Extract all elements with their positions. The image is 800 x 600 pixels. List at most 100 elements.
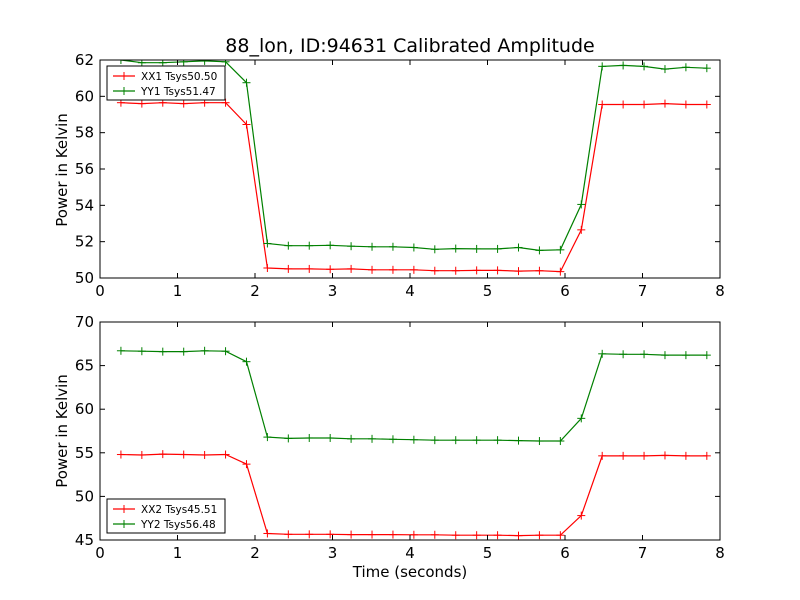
data-point-marker [284, 241, 293, 250]
data-point-marker [430, 245, 439, 254]
legend-item: XX1 Tsys50.50 [113, 71, 217, 83]
data-point-marker [305, 241, 314, 250]
data-point-marker [451, 244, 460, 253]
data-point-marker [305, 433, 314, 442]
data-point-marker [158, 347, 167, 356]
data-point-marker [179, 99, 188, 108]
legend-item: YY1 Tsys51.47 [113, 86, 216, 98]
data-point-marker [493, 266, 502, 275]
data-point-marker [619, 61, 628, 70]
x-tick-label: 8 [715, 282, 725, 300]
data-point-marker [242, 120, 251, 129]
x-tick-label: 7 [638, 544, 648, 562]
data-point-marker [619, 350, 628, 359]
data-point-marker [472, 436, 481, 445]
legend-item: YY2 Tsys56.48 [113, 519, 216, 531]
data-point-marker [493, 436, 502, 445]
data-point-marker [472, 531, 481, 540]
data-point-marker [179, 60, 188, 66]
data-point-marker [430, 266, 439, 275]
y-tick-label: 55 [75, 444, 94, 462]
data-point-marker [305, 530, 314, 539]
data-point-marker [347, 530, 356, 539]
data-point-marker [660, 351, 669, 360]
data-point-marker [263, 264, 272, 273]
data-point-marker [451, 531, 460, 540]
y-tick-label: 60 [75, 87, 94, 105]
y-tick-label: 52 [75, 233, 94, 251]
y-tick-label: 60 [75, 400, 94, 418]
y-axis-label-top: Power in Kelvin [53, 113, 71, 227]
data-point-marker [514, 243, 523, 252]
data-point-marker [514, 267, 523, 276]
data-point-marker [137, 347, 146, 356]
data-point-marker [326, 433, 335, 442]
data-point-marker [326, 265, 335, 274]
x-tick-label: 7 [638, 282, 648, 300]
data-point-marker [242, 460, 251, 469]
legend: XX1 Tsys50.50 YY1 Tsys51.47 [106, 65, 226, 101]
data-point-marker [242, 357, 251, 366]
data-point-marker [640, 451, 649, 460]
data-point-marker [221, 98, 230, 107]
y-tick-label: 70 [75, 313, 94, 331]
y-tick-label: 56 [75, 160, 94, 178]
data-point-marker [598, 100, 607, 109]
data-point-marker [388, 242, 397, 251]
data-point-marker [347, 242, 356, 251]
data-point-marker [116, 346, 125, 355]
data-point-marker [388, 530, 397, 539]
x-tick-label: 6 [560, 544, 570, 562]
data-point-marker [535, 437, 544, 446]
x-tick-label: 1 [173, 282, 183, 300]
x-tick-label: 0 [95, 544, 105, 562]
data-point-marker [200, 346, 209, 355]
legend-label: YY2 Tsys56.48 [140, 519, 216, 531]
chart-title: 88_lon, ID:94631 Calibrated Amplitude [225, 35, 594, 57]
data-point-marker [200, 60, 209, 65]
data-point-marker [368, 530, 377, 539]
data-point-marker [409, 530, 418, 539]
legend: XX2 Tsys45.51 YY2 Tsys56.48 [106, 498, 226, 534]
data-point-marker [535, 531, 544, 540]
legend-box [106, 498, 226, 534]
x-tick-label: 5 [483, 282, 493, 300]
x-axis-label: Time (seconds) [352, 563, 468, 581]
data-point-marker [137, 450, 146, 459]
data-point-marker [179, 450, 188, 459]
data-point-marker [388, 435, 397, 444]
data-point-marker [409, 243, 418, 252]
data-point-marker [660, 99, 669, 108]
y-tick-label: 65 [75, 357, 94, 375]
x-tick-label: 1 [173, 544, 183, 562]
data-point-marker [514, 436, 523, 445]
data-point-marker [368, 265, 377, 274]
data-point-marker [535, 246, 544, 255]
data-point-marker [535, 266, 544, 275]
x-tick-label: 4 [405, 544, 415, 562]
data-point-marker [640, 100, 649, 109]
data-point-marker [116, 450, 125, 459]
x-tick-label: 2 [250, 282, 260, 300]
legend-box [106, 65, 226, 101]
data-point-marker [640, 62, 649, 71]
data-point-marker [284, 264, 293, 273]
data-point-marker [660, 451, 669, 460]
data-point-marker [409, 265, 418, 274]
data-point-marker [347, 434, 356, 443]
data-point-marker [200, 450, 209, 459]
data-point-marker [702, 64, 711, 73]
y-tick-label: 54 [75, 196, 94, 214]
y-axis-label-bottom: Power in Kelvin [53, 374, 71, 488]
data-point-marker [702, 451, 711, 460]
data-point-marker [451, 266, 460, 275]
data-point-marker [702, 100, 711, 109]
data-point-marker [430, 436, 439, 445]
data-point-marker [702, 351, 711, 360]
data-point-marker [368, 242, 377, 251]
data-point-marker [305, 264, 314, 273]
data-point-marker [556, 267, 565, 276]
data-point-marker [430, 530, 439, 539]
data-point-marker [681, 351, 690, 360]
